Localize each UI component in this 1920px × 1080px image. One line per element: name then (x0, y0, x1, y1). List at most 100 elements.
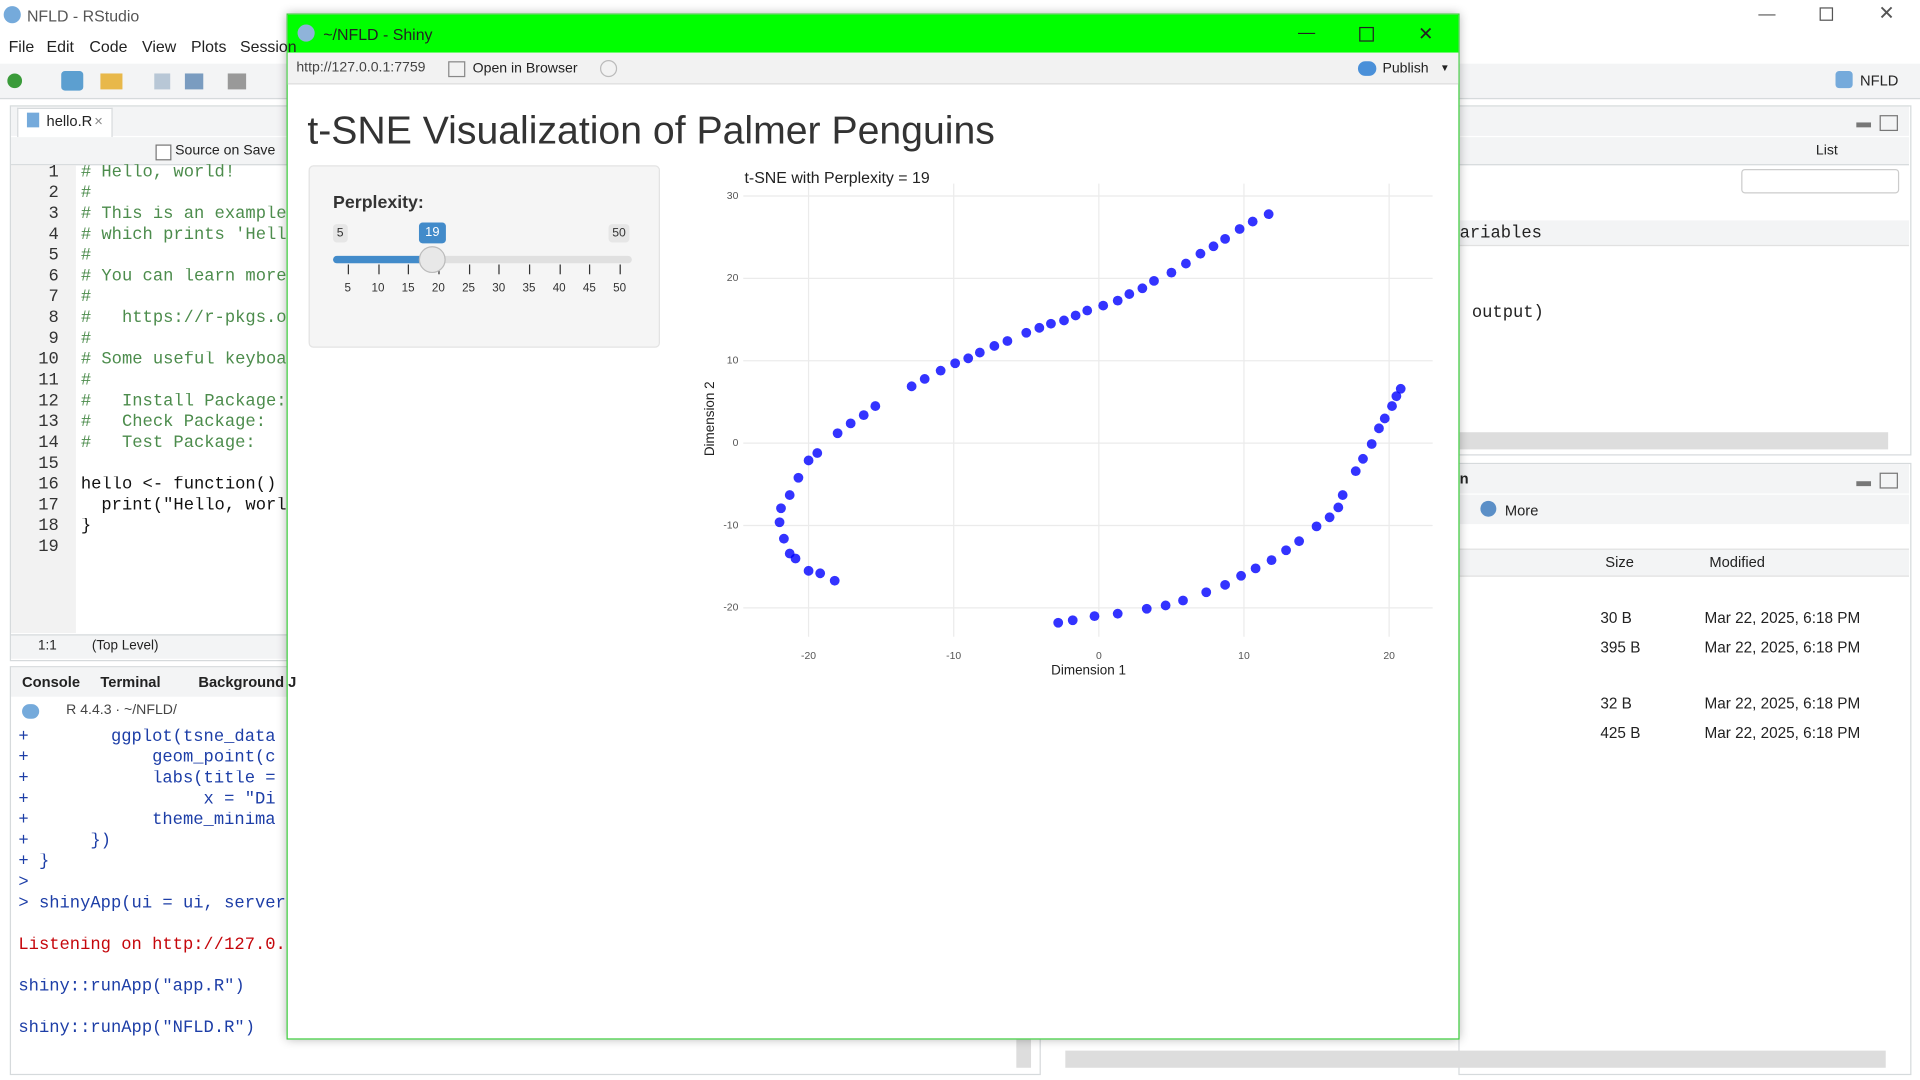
slider-tick-label: 40 (552, 281, 566, 296)
gear-icon (1480, 500, 1497, 517)
y-tick-label: 0 (733, 438, 739, 449)
point (1220, 233, 1231, 244)
point (784, 490, 795, 500)
shiny-close[interactable]: ✕ (1417, 23, 1434, 45)
code-line: # (80, 372, 92, 390)
files-scrollbar[interactable] (1065, 1050, 1886, 1068)
menu-item[interactable]: File (8, 37, 35, 56)
console-line: + x = "Di (18, 791, 276, 809)
slider-tick-label: 5 (344, 281, 351, 296)
line-number: 11 (38, 371, 59, 391)
slider-tick-label: 45 (582, 281, 596, 296)
console-tab[interactable]: Terminal (100, 673, 161, 691)
point (1195, 248, 1206, 259)
minimize-pane[interactable] (1856, 481, 1872, 487)
point (776, 503, 786, 514)
tab-close[interactable]: × (94, 112, 103, 130)
point (1021, 327, 1032, 338)
save-all[interactable] (184, 73, 204, 90)
source-on-save-checkbox[interactable] (155, 144, 172, 161)
code-line: # which prints 'Hell (80, 226, 287, 244)
point (1149, 275, 1159, 286)
url[interactable]: http://127.0.0.1:7759 (296, 60, 426, 75)
file-modified: Mar 22, 2025, 6:18 PM (1704, 724, 1861, 742)
cursor-position: 1:1 (37, 638, 57, 654)
environment-toolbar (1459, 137, 1909, 166)
new-project[interactable] (61, 71, 84, 91)
search-box[interactable] (1741, 168, 1900, 194)
menu-item[interactable]: View (142, 37, 177, 56)
code-line: # Check Package: (80, 413, 267, 432)
app-title: t-SNE Visualization of Palmer Penguins (307, 107, 995, 152)
more-button[interactable]: More (1504, 502, 1539, 520)
x-tick-label: -10 (946, 651, 961, 662)
slider-tick-label: 20 (431, 281, 445, 296)
source-on-save-label[interactable]: Source on Save (175, 143, 276, 159)
maximize-pane[interactable] (1879, 115, 1898, 132)
slider-tick (559, 264, 561, 275)
point (1112, 608, 1123, 619)
point (1294, 536, 1305, 547)
slider-tick-label: 15 (401, 281, 415, 296)
code-line: # (80, 247, 92, 265)
slider-value[interactable]: 19 (419, 222, 446, 243)
line-number: 5 (48, 246, 59, 266)
shiny-minimize[interactable]: — (1297, 22, 1316, 42)
open-file[interactable] (100, 73, 123, 90)
slider-track[interactable] (333, 255, 632, 264)
r-version: R 4.4.3 · ~/NFLD/ (66, 703, 177, 718)
line-number: 19 (38, 537, 59, 558)
publish-button[interactable]: Publish (1382, 61, 1429, 77)
new-file[interactable] (7, 73, 23, 89)
console-tab[interactable]: Console (22, 673, 81, 691)
env-scrollbar[interactable] (1459, 432, 1889, 450)
code-line: # This is an example (80, 205, 287, 223)
menu-item[interactable]: Code (89, 37, 128, 56)
slider-max: 50 (608, 224, 630, 243)
line-number: 14 (38, 433, 59, 454)
point (1324, 512, 1335, 523)
console-scrollbar[interactable] (1016, 1038, 1032, 1068)
code-line: # (80, 184, 92, 203)
slider-handle[interactable] (418, 246, 446, 274)
project-name[interactable]: NFLD (1860, 72, 1899, 90)
file-icon (26, 112, 40, 128)
minimize[interactable]: — (1758, 3, 1776, 24)
slider-label: Perplexity: (333, 193, 424, 213)
project-icon (1835, 71, 1853, 89)
point (1082, 305, 1093, 316)
point (1236, 570, 1246, 581)
close[interactable]: ✕ (1878, 3, 1895, 25)
x-tick-label: -20 (801, 651, 816, 662)
publish-menu[interactable]: ▼ (1440, 62, 1450, 74)
point (1034, 322, 1045, 333)
open-in-browser[interactable]: Open in Browser (472, 61, 578, 77)
save[interactable] (154, 73, 171, 90)
point (858, 410, 869, 421)
scope[interactable]: (Top Level) (91, 638, 159, 654)
slider-tick (619, 264, 621, 275)
column-header[interactable]: Size (1605, 553, 1634, 571)
y-tick-label: 20 (727, 273, 739, 284)
editor-tab-label[interactable]: hello.R (46, 112, 93, 130)
shiny-maximize[interactable] (1359, 26, 1374, 42)
menu-item[interactable]: Plots (191, 37, 227, 56)
print[interactable] (227, 73, 247, 90)
files-tab[interactable]: n (1459, 470, 1469, 488)
reload[interactable] (600, 60, 618, 78)
code-line: hello <- function() (80, 476, 277, 494)
view-mode[interactable]: List (1815, 143, 1838, 159)
menu-item[interactable]: Session (240, 37, 297, 56)
maximize-pane[interactable] (1879, 472, 1898, 489)
restore[interactable] (1819, 7, 1834, 21)
files-toolbar (1459, 494, 1909, 525)
code-line: # Test Package: (80, 434, 256, 452)
point (1098, 300, 1109, 311)
minimize-pane[interactable] (1856, 122, 1872, 128)
column-header[interactable]: Modified (1709, 553, 1765, 571)
menu-item[interactable]: Edit (46, 37, 74, 56)
console-tab[interactable]: Background J (198, 673, 297, 691)
point (803, 565, 814, 576)
line-number: 13 (38, 412, 59, 433)
